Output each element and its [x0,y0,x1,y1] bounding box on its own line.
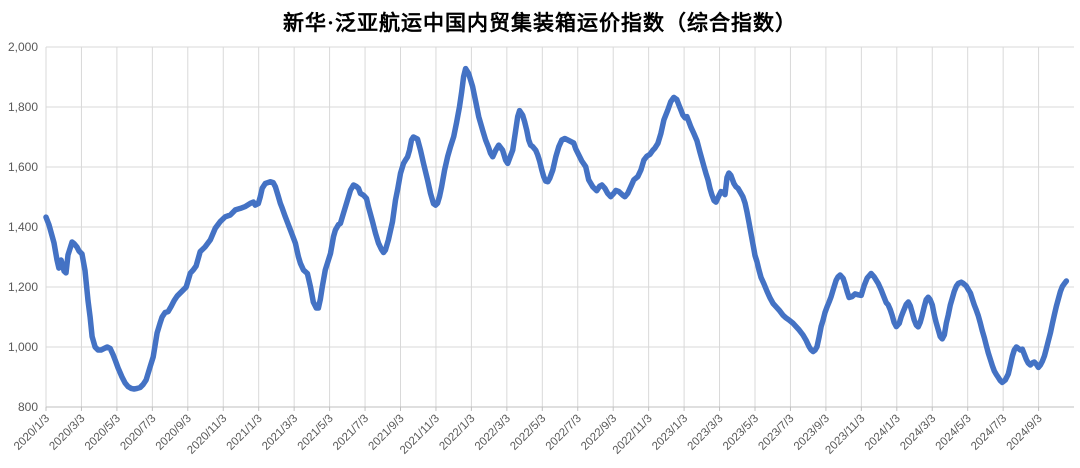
x-axis-tick-label: 2022/7/3 [544,413,584,453]
x-axis-tick-label: 2021/7/3 [331,413,371,453]
y-axis-tick-label: 1,200 [8,280,38,294]
x-axis-tick-label: 2023/1/3 [650,413,690,453]
y-axis-tick-label: 2,000 [8,40,38,54]
x-axis-tick-label: 2024/5/3 [934,413,974,453]
gridlines [45,46,1074,408]
x-axis-tick-label: 2022/5/3 [508,413,548,453]
y-axis-tick-label: 1,000 [8,340,38,354]
x-axis-tick-label: 2023/3/3 [686,413,726,453]
x-axis-tick-label: 2022/1/3 [437,413,477,453]
x-axis-tick-label: 2020/1/3 [12,413,52,453]
x-axis-tick-label: 2024/7/3 [969,413,1009,453]
x-axis-tick-label: 2024/9/3 [1005,413,1045,453]
x-axis-tick-label: 2020/3/3 [47,413,87,453]
x-axis-tick-label: 2020/7/3 [118,413,158,453]
composite-index-line [43,65,1070,392]
x-axis-tick-label: 2021/5/3 [296,413,336,453]
axis-labels: 800 1,000 1,200 1,400 1,600 1,800 2,000 2020/1/… [8,40,1045,457]
y-axis-tick-label: 1,800 [8,100,38,114]
x-axis-tick-label: 2024/1/3 [863,413,903,453]
x-axis-tick-label: 2021/3/3 [260,413,300,453]
x-axis-tick-label: 2022/3/3 [473,413,513,453]
y-axis-tick-label: 1,600 [8,160,38,174]
x-axis-tick-label: 2023/7/3 [756,413,796,453]
y-axis-tick-label: 1,400 [8,220,38,234]
chart-title: 新华·泛亚航运中国内贸集装箱运价指数（综合指数） [282,11,797,35]
axes [45,406,1074,411]
x-axis-tick-label: 2021/1/3 [225,413,265,453]
x-axis-tick-label: 2024/3/3 [898,413,938,453]
x-axis-tick-label: 2023/5/3 [721,413,761,453]
x-axis-tick-label: 2020/5/3 [83,413,123,453]
y-axis-tick-label: 800 [18,400,38,414]
